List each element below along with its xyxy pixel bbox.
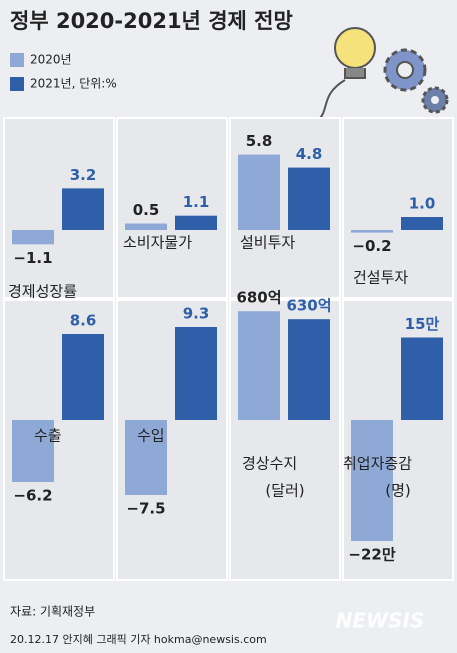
legend-label: 2021년, 단위:% xyxy=(30,77,117,91)
credit: 20.12.17 안지혜 그래픽 기자 hokma@newsis.com xyxy=(10,633,267,646)
bar xyxy=(288,319,330,420)
bar xyxy=(12,230,54,245)
panel-title: 소비자물가 xyxy=(123,234,192,252)
legend-swatch xyxy=(10,77,24,91)
panel-title: 건설투자 xyxy=(353,269,408,287)
value-label: 0.5 xyxy=(133,201,160,219)
value-label: 680억 xyxy=(236,289,281,307)
value-label: 5.8 xyxy=(246,132,273,150)
bar xyxy=(175,327,217,420)
value-label: 1.1 xyxy=(183,193,210,211)
value-label: −22만 xyxy=(348,546,395,564)
bar xyxy=(62,334,104,420)
panel-title: 설비투자 xyxy=(240,234,295,252)
bar xyxy=(125,223,167,230)
bar xyxy=(238,311,280,420)
value-label: 3.2 xyxy=(70,166,97,184)
watermark: NEWSIS xyxy=(336,609,425,633)
illustration xyxy=(317,27,449,121)
panel-title: 경제성장률 xyxy=(8,283,77,301)
bar xyxy=(401,217,443,230)
value-label: 630억 xyxy=(286,297,331,315)
value-label: −6.2 xyxy=(13,487,52,505)
value-label: 8.6 xyxy=(70,312,97,330)
legend-label: 2020년 xyxy=(30,53,72,67)
bar xyxy=(351,420,393,541)
bar xyxy=(288,167,330,230)
value-label: 15만 xyxy=(405,315,440,333)
value-label: 9.3 xyxy=(183,305,210,323)
bar xyxy=(401,337,443,420)
bar xyxy=(62,188,104,230)
value-label: 1.0 xyxy=(409,195,436,213)
panel-title: 취업자증감 xyxy=(343,455,412,473)
panel-title: 수출 xyxy=(34,427,62,445)
bar xyxy=(12,420,54,482)
bar xyxy=(175,215,217,230)
value-label: −0.2 xyxy=(352,237,391,255)
title: 정부 2020-2021년 경제 전망 xyxy=(10,9,293,33)
value-label: −7.5 xyxy=(126,500,165,518)
bar xyxy=(125,420,167,495)
legend-swatch xyxy=(10,53,24,67)
value-label: −1.1 xyxy=(13,249,52,267)
panel-title: 수입 xyxy=(137,427,165,445)
panel-subtitle: (달러) xyxy=(265,482,304,500)
bar xyxy=(238,154,280,230)
panel xyxy=(342,117,454,299)
value-label: 4.8 xyxy=(296,145,323,163)
source: 자료: 기획재정부 xyxy=(10,605,95,619)
bar xyxy=(351,230,393,233)
panel-subtitle: (명) xyxy=(385,482,411,500)
panel xyxy=(116,117,228,299)
panel-title: 경상수지 xyxy=(242,455,297,473)
